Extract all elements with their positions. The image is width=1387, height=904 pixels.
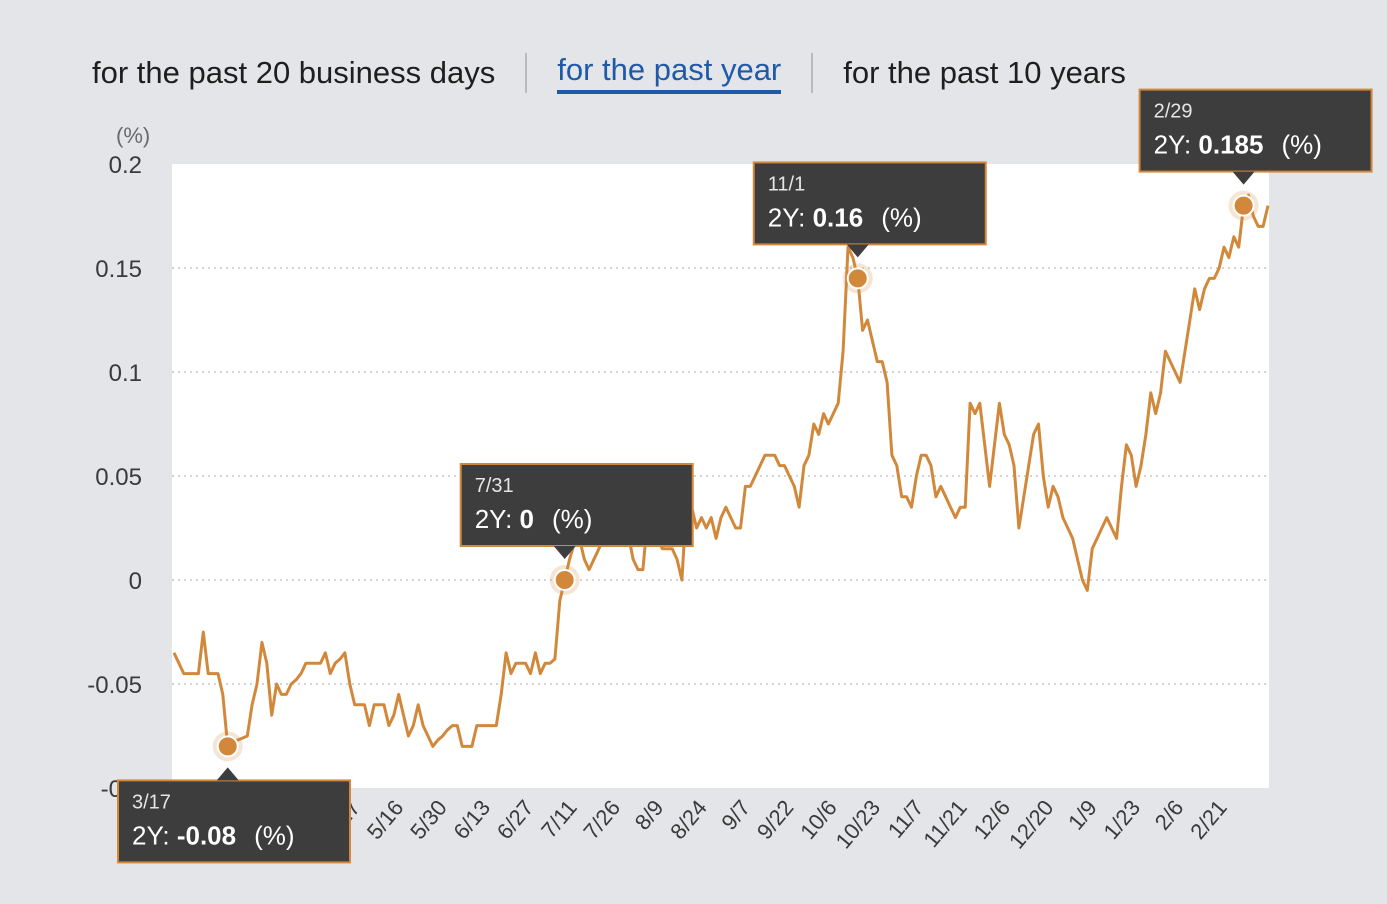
tab-divider	[811, 53, 814, 93]
tooltip: 2/29 2Y: 0.185 (%)	[1138, 88, 1373, 185]
tooltip-value: 2Y: 0 (%)	[475, 504, 593, 534]
tooltip-date: 11/1	[768, 173, 805, 195]
tooltip: 7/31 2Y: 0 (%)	[459, 463, 694, 559]
tooltip-date: 7/31	[475, 475, 514, 497]
tooltip-pointer	[1232, 171, 1255, 185]
tooltip-number: -0.08	[177, 820, 236, 850]
x-tick-label: 9/22	[752, 795, 799, 844]
tooltip-date: 2/29	[1154, 101, 1193, 123]
x-tick-label: 6/27	[492, 795, 539, 844]
tab-20-business-days[interactable]: for the past 20 business days	[92, 55, 496, 90]
highlight-marker[interactable]	[216, 735, 239, 758]
y-tick-label: -0.05	[87, 672, 142, 699]
x-tick-label: 8/24	[665, 795, 712, 844]
tooltip-unit: (%)	[1281, 130, 1321, 160]
y-tick-label: 0.2	[109, 152, 142, 179]
x-tick-label: 2/6	[1150, 795, 1189, 835]
tooltip-pointer	[553, 546, 576, 559]
x-tick-label: 9/7	[716, 795, 755, 835]
series-line-2y	[172, 193, 1270, 748]
x-tick-label: 12/20	[1004, 795, 1059, 853]
x-tick-label: 10/23	[831, 795, 886, 853]
x-tick-label: 2/21	[1185, 795, 1232, 844]
tooltip-value: 2Y: 0.185 (%)	[1154, 130, 1322, 160]
x-tick-label: 11/21	[918, 795, 971, 852]
tooltip-value: 2Y: -0.08 (%)	[132, 820, 295, 850]
x-tick-label: 1/23	[1098, 795, 1145, 844]
highlight-marker[interactable]	[553, 569, 576, 591]
x-tick-label: 1/9	[1063, 795, 1102, 835]
x-tick-label: 6/13	[448, 795, 495, 844]
tooltip-number: 0.185	[1198, 130, 1263, 160]
y-axis-unit: (%)	[116, 123, 150, 148]
tooltip-series-label: 2Y:	[132, 820, 177, 850]
y-axis-ticks: 0.20.150.10.050-0.05-0.1	[87, 152, 142, 803]
tooltips: 3/17 2Y: -0.08 (%) 7/31 2Y: 0 (%) 11/1 2Y: 0.16…	[117, 88, 1373, 864]
highlight-marker[interactable]	[1232, 194, 1255, 217]
tooltip-number: 0.16	[813, 202, 864, 232]
range-tabs: for the past 20 business days for the pa…	[92, 52, 1126, 94]
plot-area	[172, 164, 1269, 788]
tooltip-box	[117, 779, 351, 864]
tooltip-box	[459, 463, 694, 547]
tab-past-year[interactable]: for the past year	[557, 52, 782, 94]
tooltip-box	[752, 161, 987, 246]
tooltip-series-label: 2Y:	[1154, 130, 1199, 160]
tab-10-years[interactable]: for the past 10 years	[843, 55, 1126, 90]
x-tick-label: 7/11	[536, 795, 582, 843]
x-tick-label: 5/16	[362, 795, 409, 844]
x-tick-label: 8/9	[630, 795, 669, 835]
tooltip-series-label: 2Y:	[768, 202, 813, 232]
y-tick-label: 0.15	[95, 256, 142, 283]
tooltip-series-label: 2Y:	[475, 504, 520, 534]
tooltip-unit: (%)	[881, 202, 921, 232]
tooltip-value: 2Y: 0.16 (%)	[768, 202, 922, 232]
tooltip: 11/1 2Y: 0.16 (%)	[752, 161, 987, 258]
tooltip-date: 3/17	[132, 791, 171, 813]
tooltip-box	[1138, 88, 1373, 173]
highlight-marker[interactable]	[846, 267, 869, 290]
y-tick-label: 0.1	[109, 360, 142, 387]
tab-divider	[525, 53, 528, 93]
tooltip-number: 0	[520, 504, 534, 534]
highlight-markers	[212, 190, 1259, 762]
tooltip-unit: (%)	[254, 820, 294, 850]
tooltip-pointer	[846, 244, 869, 258]
y-tick-label: 0	[129, 568, 142, 595]
x-tick-label: 7/26	[578, 795, 625, 844]
tooltip-pointer	[216, 767, 239, 781]
y-tick-label: 0.05	[95, 464, 142, 491]
tooltip: 3/17 2Y: -0.08 (%)	[117, 767, 351, 864]
tooltip-unit: (%)	[552, 504, 592, 534]
x-tick-label: 5/30	[405, 795, 452, 844]
